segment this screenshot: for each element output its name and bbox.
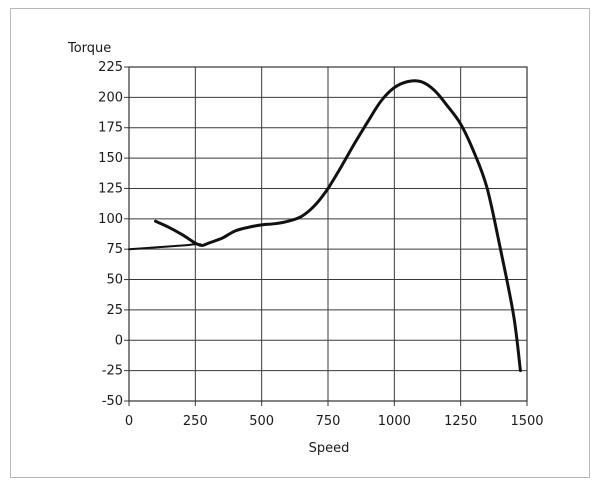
x-tick-label: 500: [249, 414, 274, 429]
x-tick-label: 250: [183, 414, 208, 429]
y-tick-label: 0: [115, 333, 123, 348]
x-tick-label: 1250: [444, 414, 477, 429]
y-tick-label: 225: [98, 60, 123, 75]
y-tick-label: 100: [98, 212, 123, 227]
y-tick-label: 50: [106, 273, 123, 288]
y-tick-label: -50: [102, 394, 123, 409]
y-tick-label: 125: [98, 181, 123, 196]
x-tick-label: 750: [316, 414, 341, 429]
x-tick-label: 1500: [510, 414, 543, 429]
y-tick-label: -25: [102, 364, 123, 379]
plot-border: [128, 66, 528, 402]
y-axis-label: Torque: [67, 41, 111, 56]
x-tick-label: 0: [125, 414, 133, 429]
x-axis-label: Speed: [309, 441, 350, 456]
y-tick-label: 75: [106, 242, 123, 257]
series-line-torque-curve: [154, 79, 522, 373]
y-tick-label: 200: [98, 90, 123, 105]
y-tick-label: 25: [106, 303, 123, 318]
tick-labels: -50 -25 0 25 50 75 100 125 150 175 200 225 0 250 500 75…: [98, 60, 543, 429]
series-lines: [128, 79, 522, 373]
x-tick-label: 1000: [378, 414, 411, 429]
y-tick-label: 150: [98, 151, 123, 166]
chart-frame: [10, 8, 590, 478]
y-tick-label: 175: [98, 121, 123, 136]
series-line-lower: [128, 243, 202, 251]
grid: [124, 66, 528, 406]
